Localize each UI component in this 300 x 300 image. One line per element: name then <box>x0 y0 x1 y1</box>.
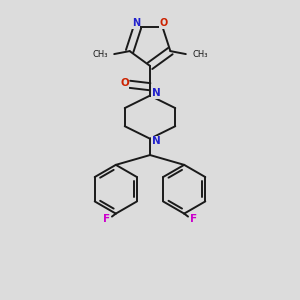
Text: O: O <box>120 78 129 88</box>
Text: O: O <box>160 18 168 28</box>
Text: CH₃: CH₃ <box>192 50 208 58</box>
Text: F: F <box>103 214 110 224</box>
Text: N: N <box>152 88 160 98</box>
Text: N: N <box>152 136 160 146</box>
Text: N: N <box>132 18 140 28</box>
Text: CH₃: CH₃ <box>92 50 108 58</box>
Text: F: F <box>190 214 197 224</box>
